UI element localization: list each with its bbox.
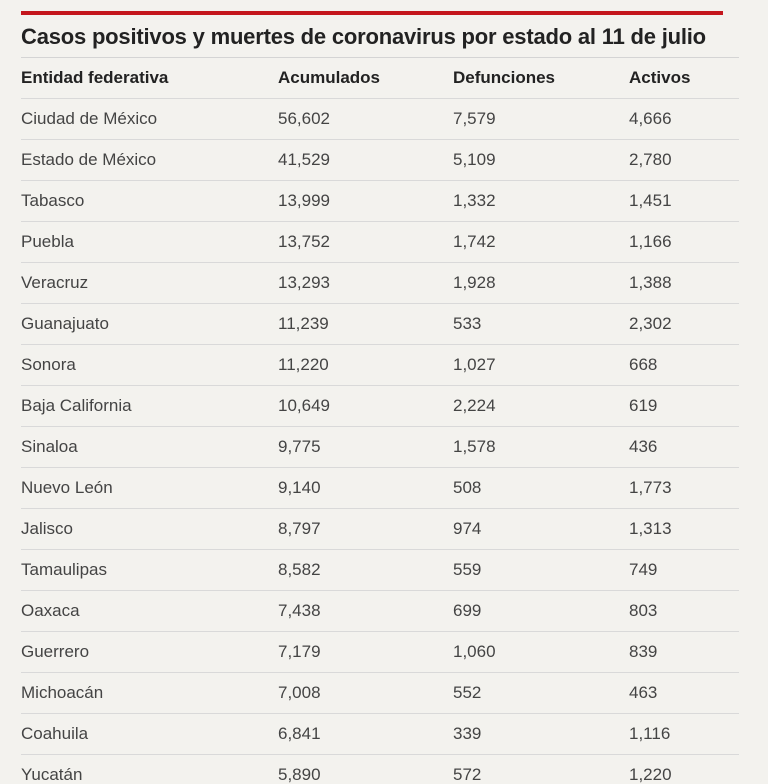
table-row: Ciudad de México 56,602 7,579 4,666 (21, 98, 739, 140)
cell-activos: 1,451 (629, 180, 739, 222)
cell-entidad: Ciudad de México (21, 98, 278, 140)
chart-title: Casos positivos y muertes de coronavirus… (21, 24, 706, 49)
cell-defunciones: 2,224 (453, 385, 629, 427)
cell-acumulados: 13,752 (278, 221, 453, 263)
cell-acumulados: 7,179 (278, 631, 453, 673)
cell-acumulados: 8,582 (278, 549, 453, 591)
cell-defunciones: 339 (453, 713, 629, 755)
table-row: Guerrero 7,179 1,060 839 (21, 631, 739, 673)
cell-activos: 2,302 (629, 303, 739, 345)
cell-entidad: Puebla (21, 221, 278, 263)
column-header-entidad: Entidad federativa (21, 58, 278, 99)
cell-entidad: Guanajuato (21, 303, 278, 345)
cell-acumulados: 7,438 (278, 590, 453, 632)
table-row: Sonora 11,220 1,027 668 (21, 344, 739, 386)
cell-activos: 2,780 (629, 139, 739, 181)
cell-entidad: Sonora (21, 344, 278, 386)
cell-acumulados: 13,999 (278, 180, 453, 222)
table-row: Nuevo León 9,140 508 1,773 (21, 467, 739, 509)
cell-activos: 668 (629, 344, 739, 386)
cell-entidad: Coahuila (21, 713, 278, 755)
cell-defunciones: 559 (453, 549, 629, 591)
cell-defunciones: 7,579 (453, 98, 629, 140)
cell-defunciones: 1,928 (453, 262, 629, 304)
cell-defunciones: 974 (453, 508, 629, 550)
cell-defunciones: 1,060 (453, 631, 629, 673)
column-header-acumulados: Acumulados (278, 58, 453, 99)
cell-activos: 1,116 (629, 713, 739, 755)
cell-acumulados: 11,220 (278, 344, 453, 386)
cell-entidad: Tabasco (21, 180, 278, 222)
column-header-activos: Activos (629, 58, 739, 99)
cell-entidad: Sinaloa (21, 426, 278, 468)
cell-acumulados: 7,008 (278, 672, 453, 714)
data-table: Entidad federativa Acumulados Defuncione… (21, 58, 739, 784)
column-header-defunciones: Defunciones (453, 58, 629, 99)
cell-activos: 839 (629, 631, 739, 673)
cell-acumulados: 11,239 (278, 303, 453, 345)
cell-entidad: Yucatán (21, 754, 278, 784)
cell-acumulados: 10,649 (278, 385, 453, 427)
table-row: Puebla 13,752 1,742 1,166 (21, 221, 739, 263)
cell-entidad: Michoacán (21, 672, 278, 714)
cell-entidad: Estado de México (21, 139, 278, 181)
table-row: Oaxaca 7,438 699 803 (21, 590, 739, 632)
table-row: Tamaulipas 8,582 559 749 (21, 549, 739, 591)
cell-defunciones: 5,109 (453, 139, 629, 181)
table-row: Coahuila 6,841 339 1,116 (21, 713, 739, 755)
cell-defunciones: 508 (453, 467, 629, 509)
table-row: Yucatán 5,890 572 1,220 (21, 754, 739, 784)
cell-activos: 619 (629, 385, 739, 427)
cell-defunciones: 1,742 (453, 221, 629, 263)
cell-entidad: Jalisco (21, 508, 278, 550)
table-body: Ciudad de México 56,602 7,579 4,666 Estado d… (21, 98, 739, 784)
cell-activos: 1,388 (629, 262, 739, 304)
cell-activos: 4,666 (629, 98, 739, 140)
accent-bar (21, 11, 723, 15)
cell-acumulados: 5,890 (278, 754, 453, 784)
table-row: Baja California 10,649 2,224 619 (21, 385, 739, 427)
cell-entidad: Guerrero (21, 631, 278, 673)
table-header-row: Entidad federativa Acumulados Defuncione… (21, 58, 739, 99)
cell-acumulados: 56,602 (278, 98, 453, 140)
cell-entidad: Nuevo León (21, 467, 278, 509)
cell-activos: 803 (629, 590, 739, 632)
cell-entidad: Veracruz (21, 262, 278, 304)
cell-activos: 749 (629, 549, 739, 591)
cell-acumulados: 41,529 (278, 139, 453, 181)
cell-activos: 463 (629, 672, 739, 714)
cell-activos: 1,166 (629, 221, 739, 263)
cell-defunciones: 552 (453, 672, 629, 714)
table-row: Guanajuato 11,239 533 2,302 (21, 303, 739, 345)
title-divider (21, 57, 739, 58)
cell-entidad: Oaxaca (21, 590, 278, 632)
cell-defunciones: 1,332 (453, 180, 629, 222)
cell-defunciones: 572 (453, 754, 629, 784)
cell-acumulados: 13,293 (278, 262, 453, 304)
cell-defunciones: 1,578 (453, 426, 629, 468)
cell-entidad: Baja California (21, 385, 278, 427)
cell-entidad: Tamaulipas (21, 549, 278, 591)
table-row: Tabasco 13,999 1,332 1,451 (21, 180, 739, 222)
cell-acumulados: 9,775 (278, 426, 453, 468)
cell-acumulados: 6,841 (278, 713, 453, 755)
cell-activos: 1,773 (629, 467, 739, 509)
table-row: Jalisco 8,797 974 1,313 (21, 508, 739, 550)
cell-activos: 436 (629, 426, 739, 468)
cell-activos: 1,313 (629, 508, 739, 550)
table-row: Sinaloa 9,775 1,578 436 (21, 426, 739, 468)
cell-defunciones: 699 (453, 590, 629, 632)
cell-activos: 1,220 (629, 754, 739, 784)
cell-defunciones: 533 (453, 303, 629, 345)
cell-acumulados: 9,140 (278, 467, 453, 509)
table-row: Veracruz 13,293 1,928 1,388 (21, 262, 739, 304)
cell-acumulados: 8,797 (278, 508, 453, 550)
table-row: Estado de México 41,529 5,109 2,780 (21, 139, 739, 181)
table-row: Michoacán 7,008 552 463 (21, 672, 739, 714)
cell-defunciones: 1,027 (453, 344, 629, 386)
